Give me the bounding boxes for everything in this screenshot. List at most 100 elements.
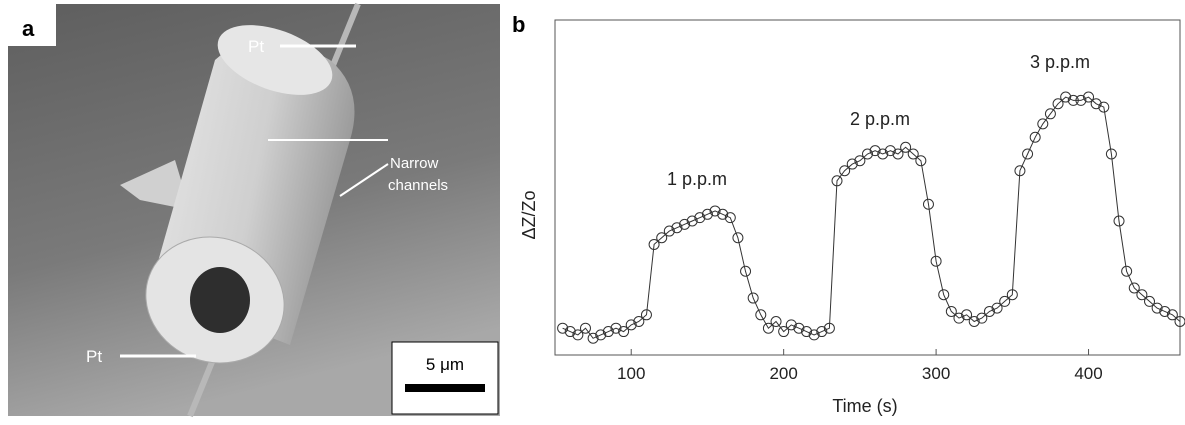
plot-frame xyxy=(554,19,1181,356)
panel-label: b xyxy=(512,12,525,37)
data-point xyxy=(633,316,645,327)
data-point xyxy=(602,326,614,338)
cylinder-hole xyxy=(190,267,250,333)
data-point xyxy=(945,305,957,317)
x-axis-label: Time (s) xyxy=(832,396,897,416)
data-point xyxy=(884,145,896,157)
data-point xyxy=(991,302,1003,314)
data-point xyxy=(1067,94,1079,106)
data-point xyxy=(679,218,691,230)
data-point xyxy=(640,309,652,321)
annotation: 3 p.p.m xyxy=(1030,52,1090,72)
data-point xyxy=(717,208,729,220)
data-point xyxy=(648,238,660,250)
data-point xyxy=(999,295,1011,307)
scale-bar-box xyxy=(391,341,499,415)
data-point xyxy=(1136,289,1148,301)
pointer xyxy=(339,163,389,197)
data-point xyxy=(701,208,713,220)
data-point xyxy=(1083,91,1095,103)
data-point xyxy=(1052,98,1064,110)
data-point xyxy=(785,319,797,331)
x-tick-label: 200 xyxy=(769,364,797,383)
data-point xyxy=(869,145,881,157)
data-point xyxy=(1075,94,1087,106)
data-point xyxy=(1105,148,1117,160)
data-point xyxy=(1090,98,1102,110)
data-point xyxy=(1121,265,1133,277)
annotation: 1 p.p.m xyxy=(667,169,727,189)
data-point xyxy=(892,148,904,160)
x-tick-label: 400 xyxy=(1074,364,1102,383)
data-point xyxy=(656,232,668,244)
data-point xyxy=(953,312,965,324)
data-point xyxy=(1022,148,1034,160)
data-point xyxy=(846,158,858,170)
data-point xyxy=(938,289,950,301)
data-point xyxy=(610,322,622,334)
data-point xyxy=(663,225,675,237)
label-box xyxy=(8,4,56,46)
data-point xyxy=(572,329,584,341)
data-point xyxy=(907,148,919,160)
data-point xyxy=(1037,118,1049,130)
data-point xyxy=(983,305,995,317)
data-point xyxy=(816,326,828,338)
cylinder-top xyxy=(217,25,333,95)
data-point xyxy=(564,326,576,338)
data-point xyxy=(1006,289,1018,301)
data-point xyxy=(595,329,607,341)
data-point xyxy=(877,148,889,160)
wire-label: Pt xyxy=(86,347,102,366)
data-point xyxy=(778,326,790,338)
debris xyxy=(120,160,190,210)
annotation: Narrow xyxy=(390,155,439,172)
series-line xyxy=(562,96,1181,339)
data-point xyxy=(801,326,813,338)
data-point xyxy=(922,198,934,210)
data-point xyxy=(625,319,637,331)
data-point xyxy=(557,322,569,334)
y-axis-label: ΔZ/Zo xyxy=(519,190,539,239)
data-point xyxy=(1159,305,1171,317)
data-point xyxy=(1044,108,1056,120)
data-point xyxy=(732,232,744,244)
data-point xyxy=(740,265,752,277)
data-point xyxy=(1098,101,1110,113)
data-point xyxy=(961,309,973,321)
data-point xyxy=(1029,131,1041,143)
scale-bar-label: 5 μm xyxy=(426,355,464,374)
wire-label: Pt xyxy=(248,37,264,56)
data-point xyxy=(823,322,835,334)
data-point xyxy=(854,155,866,167)
data-point xyxy=(770,316,782,327)
annotation: channels xyxy=(388,177,448,194)
data-point xyxy=(709,205,721,217)
data-point xyxy=(1144,295,1156,307)
data-point xyxy=(671,222,683,234)
x-tick-label: 300 xyxy=(922,364,950,383)
data-point xyxy=(862,148,873,160)
data-point xyxy=(839,165,851,177)
annotation: 2 p.p.m xyxy=(850,109,910,129)
data-point xyxy=(694,212,706,224)
data-point xyxy=(808,329,820,341)
data-point xyxy=(1151,302,1163,314)
data-point xyxy=(1113,215,1125,227)
data-point xyxy=(618,326,630,338)
scale-bar xyxy=(405,384,485,392)
data-point xyxy=(968,316,980,327)
data-point xyxy=(686,215,698,227)
data-point xyxy=(755,309,767,321)
panel-label: a xyxy=(22,16,35,41)
data-point xyxy=(1060,91,1072,103)
panel-b: b Time (s) ΔZ/Zo 100 200 300 400 1 p.p.m 2 p.… xyxy=(512,12,1185,416)
data-point xyxy=(976,312,988,324)
data-point xyxy=(793,322,805,334)
data-point xyxy=(831,175,843,187)
data-point xyxy=(930,255,942,267)
data-point xyxy=(579,322,591,334)
x-tick-label: 100 xyxy=(617,364,645,383)
data-point xyxy=(1014,165,1026,177)
